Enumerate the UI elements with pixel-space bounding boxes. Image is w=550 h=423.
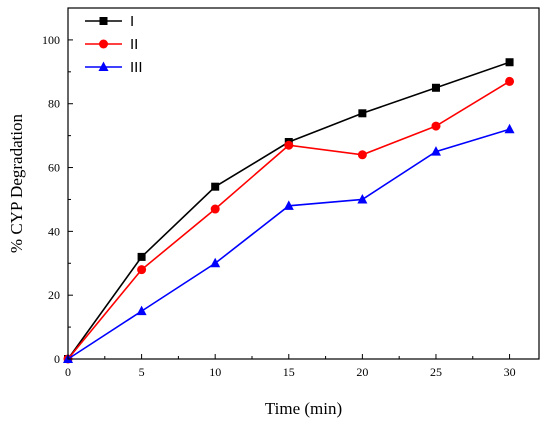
y-tick-label: 100 — [42, 33, 60, 47]
legend-label: II — [130, 36, 138, 53]
y-tick-label: 20 — [48, 288, 60, 302]
data-point — [505, 76, 515, 86]
series-layer — [63, 58, 515, 364]
data-point — [210, 204, 220, 214]
plot-frame — [67, 7, 540, 360]
x-tick-label: 5 — [139, 365, 145, 379]
legend-marker — [99, 17, 108, 25]
data-point — [358, 109, 367, 118]
y-tick-label: 0 — [54, 352, 60, 366]
data-point — [211, 182, 220, 191]
data-point — [431, 121, 441, 131]
data-point — [357, 150, 367, 160]
x-tick-label: 20 — [356, 365, 368, 379]
legend-marker — [99, 39, 108, 49]
y-tick-label: 80 — [48, 97, 60, 111]
data-point — [137, 252, 146, 261]
data-point — [431, 83, 440, 92]
legend-marker — [98, 61, 109, 71]
x-tick-label: 25 — [430, 365, 442, 379]
x-tick-label: 15 — [283, 365, 295, 379]
series-line — [67, 80, 510, 360]
data-point — [505, 58, 514, 67]
data-point — [136, 305, 147, 316]
series-line — [67, 61, 510, 360]
legend-item: II — [85, 36, 138, 53]
data-point — [357, 193, 368, 204]
x-tick-label: 10 — [209, 365, 221, 379]
data-point — [430, 146, 441, 156]
data-point — [504, 123, 515, 134]
x-axis-title: Time (min) — [265, 399, 342, 418]
x-tick-label: 30 — [504, 365, 516, 379]
data-point — [210, 257, 221, 268]
y-axis-title: % CYP Degradation — [7, 113, 26, 253]
data-point — [283, 200, 294, 210]
series-3 — [63, 123, 515, 363]
data-point — [137, 265, 147, 275]
legend-label: I — [130, 13, 134, 30]
y-tick-label: 60 — [48, 161, 60, 175]
legend-item: I — [85, 13, 134, 30]
legend-label: III — [130, 59, 143, 76]
y-tick-label: 40 — [48, 224, 60, 238]
legend-item: III — [85, 59, 143, 76]
series-2 — [63, 76, 515, 364]
x-tick-label: 0 — [65, 365, 71, 379]
series-line — [67, 128, 510, 360]
data-point — [284, 140, 294, 150]
